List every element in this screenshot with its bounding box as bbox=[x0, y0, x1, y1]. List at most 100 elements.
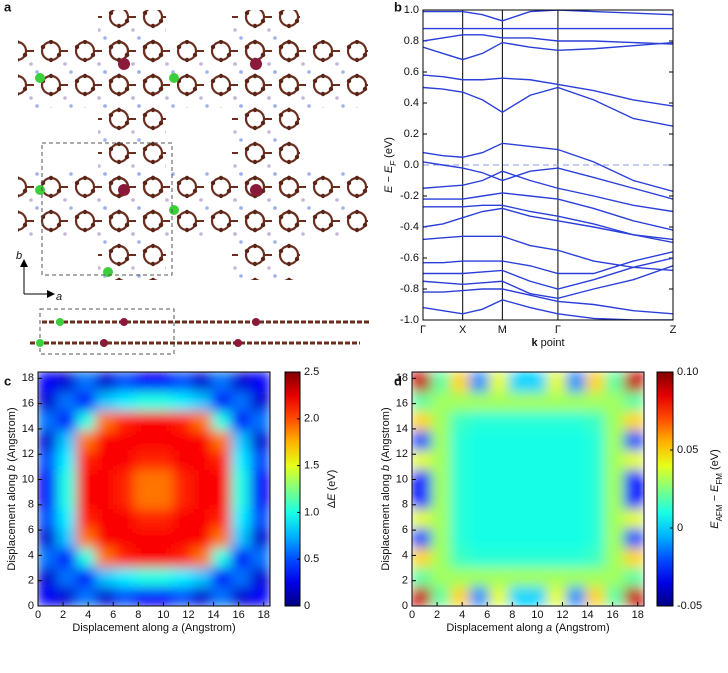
heat-cell bbox=[546, 430, 568, 451]
heat-cell bbox=[412, 488, 432, 509]
y-axis-label: E − EF (eV) bbox=[383, 137, 398, 193]
label-part: (Angstrom) bbox=[178, 622, 235, 634]
heat-cell bbox=[412, 547, 432, 568]
heat-cell bbox=[546, 488, 568, 509]
atom bbox=[169, 205, 179, 215]
heat-cell bbox=[250, 488, 270, 509]
heat-cell bbox=[38, 527, 58, 548]
label-part: a bbox=[546, 622, 552, 634]
heat-cell bbox=[95, 508, 116, 529]
heat-cell bbox=[114, 586, 136, 606]
heat-cell bbox=[95, 430, 116, 451]
heat-cell bbox=[566, 488, 587, 509]
heat-cell bbox=[527, 469, 548, 490]
heat-cell bbox=[450, 372, 471, 392]
heat-cell bbox=[488, 391, 510, 412]
heat-cell bbox=[527, 547, 548, 568]
heat-cell bbox=[56, 410, 78, 431]
heat-cell bbox=[114, 410, 136, 431]
heat-cell bbox=[604, 430, 626, 451]
heat-cell bbox=[76, 508, 97, 529]
heat-cell bbox=[450, 430, 471, 451]
label-part: − E bbox=[383, 165, 395, 186]
unit-cell bbox=[41, 142, 173, 276]
heat-cell bbox=[412, 508, 432, 529]
y-tick-label: 4 bbox=[402, 549, 408, 561]
x-tick-label: Z bbox=[670, 324, 677, 336]
x-tick-label: 8 bbox=[135, 609, 141, 621]
band-line bbox=[423, 207, 673, 241]
heat-cell bbox=[585, 430, 606, 451]
heat-cell bbox=[230, 527, 252, 548]
heat-cell bbox=[211, 566, 232, 587]
heat-cell bbox=[56, 372, 78, 392]
heat-cell bbox=[412, 391, 432, 412]
heat-cell bbox=[604, 469, 626, 490]
heat-cell bbox=[469, 488, 490, 509]
label-part: (eV) bbox=[326, 470, 338, 494]
heat-cell bbox=[56, 508, 78, 529]
heat-cell bbox=[624, 449, 644, 470]
heat-cell bbox=[250, 430, 270, 451]
label-part: a bbox=[172, 622, 178, 634]
band-line bbox=[423, 41, 673, 61]
heat-cell bbox=[430, 527, 452, 548]
heatmap-cells bbox=[38, 372, 270, 606]
label-part: Displacement along bbox=[380, 471, 392, 571]
heat-cell bbox=[469, 547, 490, 568]
colorbar-tick-label: 0 bbox=[677, 522, 683, 534]
heat-cell bbox=[566, 547, 587, 568]
x-tick-label: 16 bbox=[233, 609, 245, 621]
y-tick-label: 10 bbox=[22, 473, 34, 485]
band-line bbox=[423, 192, 673, 231]
atom bbox=[35, 185, 45, 195]
heat-cell bbox=[172, 527, 194, 548]
heat-cell bbox=[211, 372, 232, 392]
heatmap bbox=[38, 372, 270, 606]
heat-cell bbox=[153, 566, 174, 587]
heat-cell bbox=[508, 566, 529, 587]
heat-cell bbox=[604, 586, 626, 606]
label-part: − E bbox=[709, 484, 721, 505]
heat-cell bbox=[508, 527, 529, 548]
heat-cell bbox=[230, 391, 252, 412]
heat-cell bbox=[153, 469, 174, 490]
heat-cell bbox=[153, 547, 174, 568]
heat-cell bbox=[230, 488, 252, 509]
heat-cell bbox=[430, 566, 452, 587]
heat-cell bbox=[566, 391, 587, 412]
heat-cell bbox=[450, 488, 471, 509]
heat-cell bbox=[546, 527, 568, 548]
heat-cell bbox=[488, 508, 510, 529]
heat-cell bbox=[153, 527, 174, 548]
heat-cell bbox=[38, 391, 58, 412]
heat-cell bbox=[250, 449, 270, 470]
arrow-head bbox=[20, 259, 55, 298]
heat-cell bbox=[38, 586, 58, 606]
bands bbox=[423, 10, 673, 320]
heat-cell bbox=[430, 547, 452, 568]
x-tick-label: 12 bbox=[182, 609, 194, 621]
x-tick-label: 4 bbox=[85, 609, 91, 621]
heat-cell bbox=[76, 449, 97, 470]
colorbar-tick-label: 0.05 bbox=[677, 444, 698, 456]
heat-cell bbox=[250, 410, 270, 431]
heat-cell bbox=[488, 566, 510, 587]
y-tick-label: 18 bbox=[22, 372, 34, 384]
heat-cell bbox=[56, 469, 78, 490]
heat-cell bbox=[114, 430, 136, 451]
x-tick-label: 10 bbox=[531, 609, 543, 621]
heat-cell bbox=[469, 449, 490, 470]
axis-label: b bbox=[16, 250, 22, 262]
label-part: E bbox=[326, 493, 338, 501]
heat-cell bbox=[134, 488, 155, 509]
heat-cell bbox=[527, 391, 548, 412]
heat-cell bbox=[134, 430, 155, 451]
heat-cell bbox=[412, 586, 432, 606]
heat-cell bbox=[585, 586, 606, 606]
heat-cell bbox=[527, 586, 548, 606]
heatmap bbox=[412, 372, 644, 606]
heat-cell bbox=[450, 469, 471, 490]
heat-cell bbox=[211, 410, 232, 431]
